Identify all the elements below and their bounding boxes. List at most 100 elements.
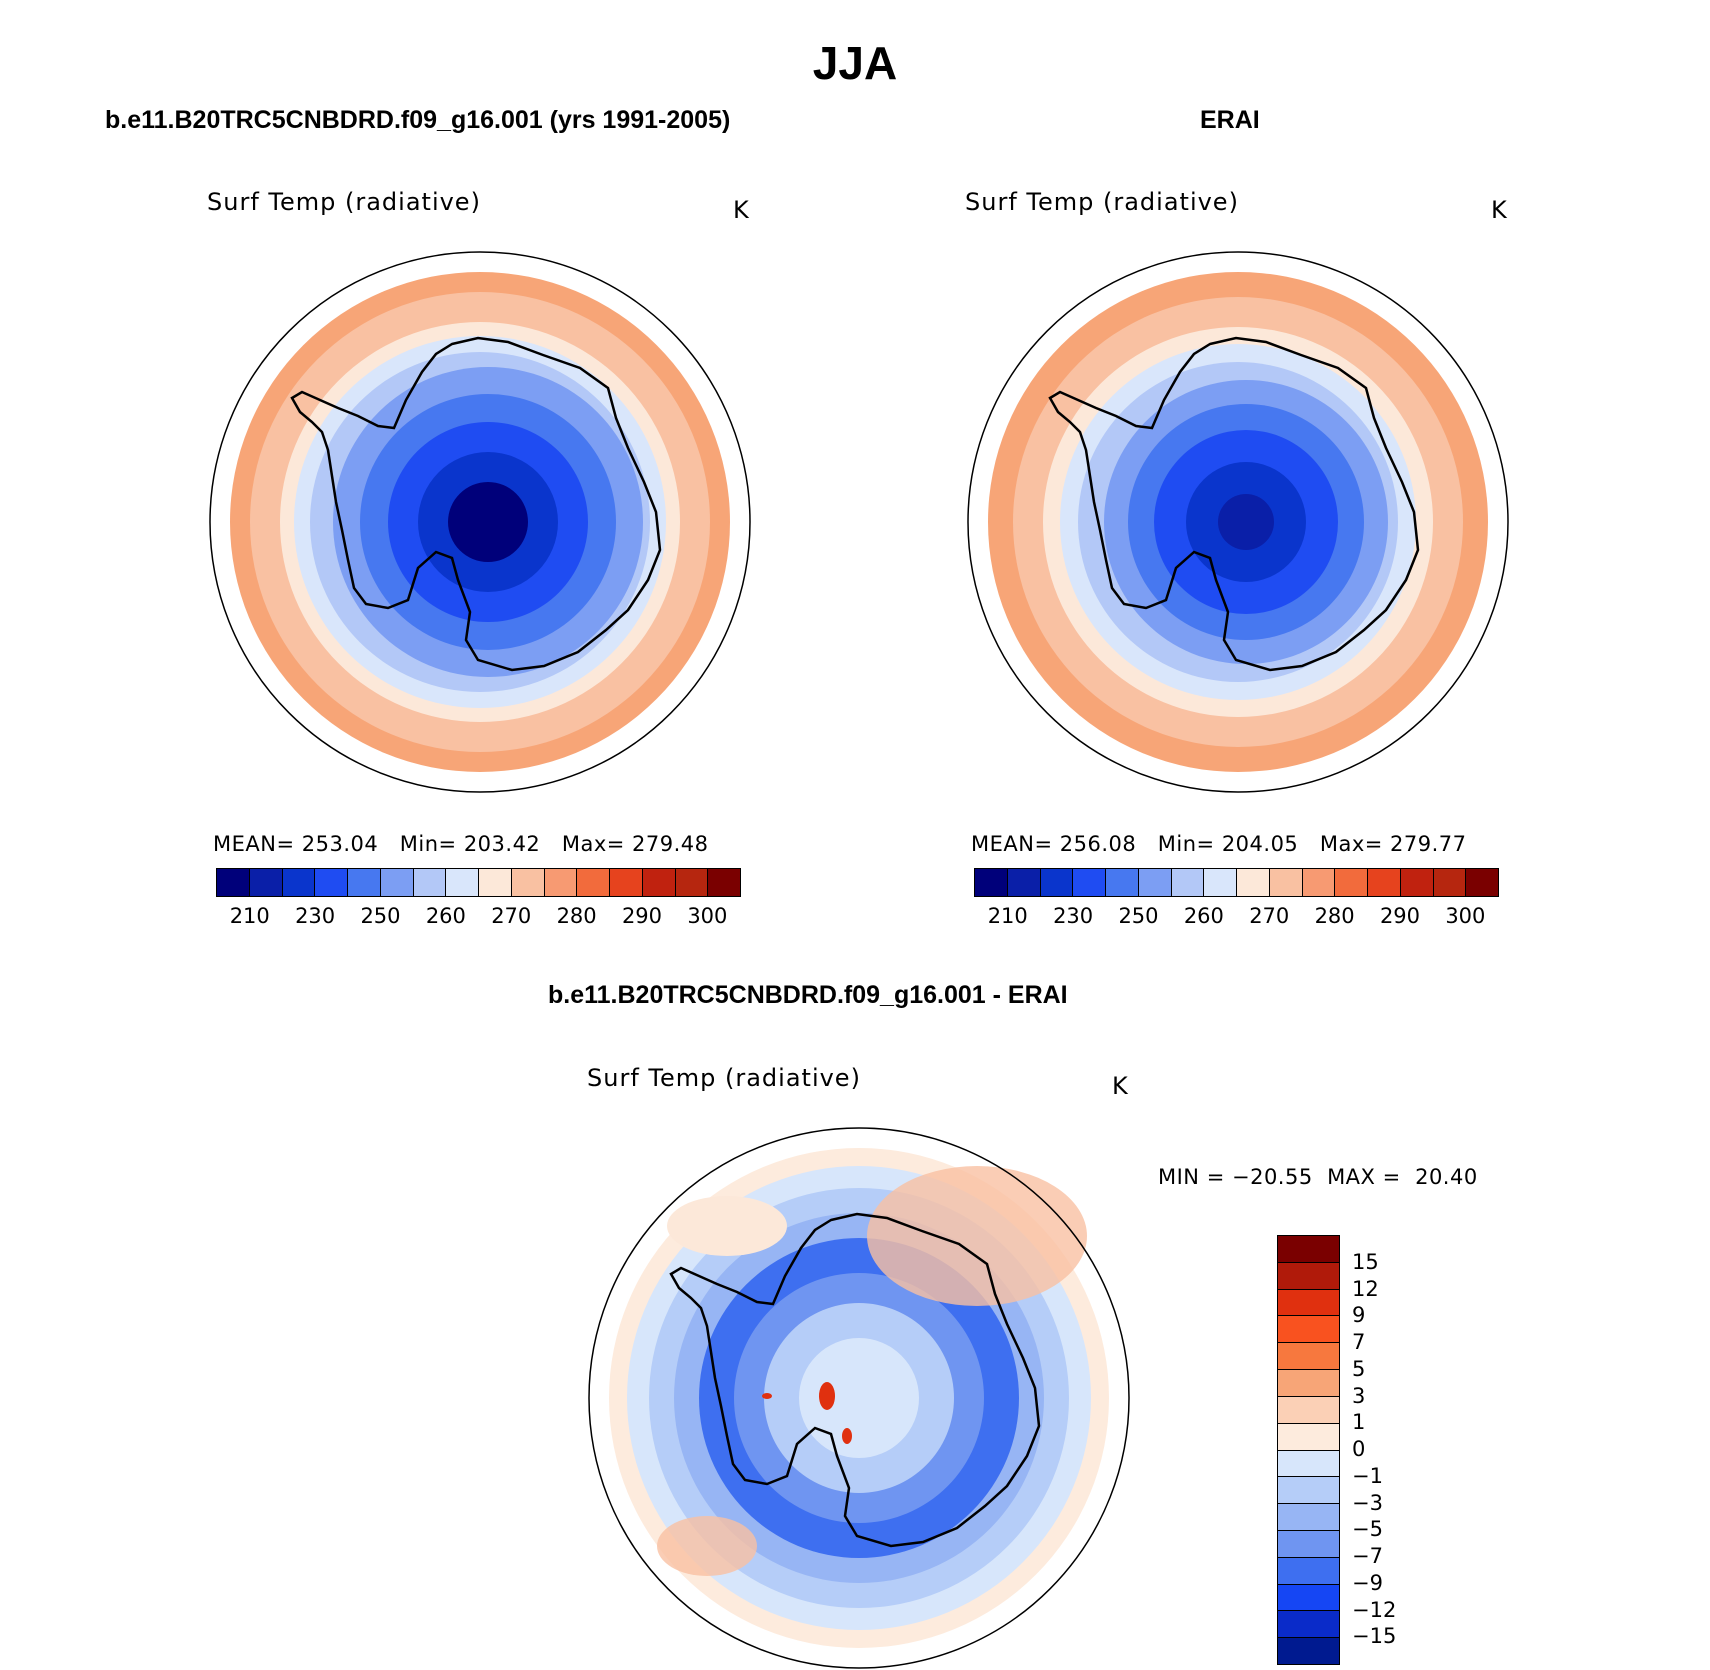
colorbar-box: [1007, 869, 1041, 896]
contour-band: [1218, 494, 1274, 550]
colorbar-tick-label: 230: [1053, 904, 1094, 928]
colorbar-tick-label: 290: [1379, 904, 1421, 928]
colorbar-tick-label: 270: [1249, 904, 1290, 928]
colorbar-tick-label: 270: [491, 904, 532, 928]
mean-label: MEAN=: [971, 832, 1053, 856]
contour-band: [448, 482, 528, 562]
panel-model-colorbar: [216, 868, 741, 897]
antarctica-coastline: [669, 1212, 1041, 1548]
colorbar-box: [1278, 1423, 1339, 1451]
min-value: 203.42: [463, 832, 541, 856]
mean-value: 256.08: [1059, 832, 1137, 856]
colorbar-tick-label: 300: [687, 904, 728, 928]
colorbar-box: [1278, 1316, 1339, 1344]
colorbar-box: [1335, 869, 1368, 896]
colorbar-box: [1278, 1262, 1339, 1290]
mean-value: 253.04: [301, 832, 379, 856]
min-label: Min=: [399, 832, 457, 856]
colorbar-box: [1040, 869, 1074, 896]
colorbar-tick-label: 210: [229, 904, 270, 928]
colorbar-tick-label: 260: [1183, 904, 1224, 928]
colorbar-box: [1278, 1289, 1339, 1317]
panel-diff-variable: Surf Temp (radiative): [587, 1064, 861, 1092]
colorbar-tick-label: 5: [1352, 1356, 1366, 1381]
colorbar-tick-label: 290: [621, 904, 663, 928]
colorbar-tick-label: −9: [1352, 1570, 1383, 1595]
panel-diff-map: [588, 1127, 1130, 1669]
colorbar-box: [1278, 1557, 1339, 1585]
contour-band: [799, 1338, 919, 1458]
max-label: Max=: [1319, 832, 1383, 856]
colorbar-tick-label: −5: [1352, 1517, 1383, 1542]
colorbar-box: [249, 869, 283, 896]
colorbar-box: [1278, 1611, 1339, 1639]
colorbar-tick-label: 280: [556, 904, 597, 928]
min-label: Min=: [1157, 832, 1215, 856]
colorbar-box: [1278, 1370, 1339, 1397]
colorbar-box: [1278, 1236, 1339, 1263]
colorbar-box: [479, 869, 512, 896]
panel-diff-minmax: MIN = −20.55 MAX = 20.40: [1158, 1165, 1478, 1189]
max-value: 20.40: [1415, 1165, 1478, 1189]
max-value: 279.48: [632, 832, 709, 856]
colorbar-box: [1302, 869, 1336, 896]
panel-obs-title: ERAI: [1200, 106, 1260, 134]
colorbar-tick-label: 15: [1352, 1249, 1379, 1274]
colorbar-box: [577, 869, 610, 896]
colorbar-box: [1278, 1396, 1339, 1424]
colorbar-box: [1204, 869, 1237, 896]
panel-diff-units: K: [1112, 1072, 1128, 1100]
min-label: MIN =: [1158, 1165, 1225, 1189]
colorbar-box: [610, 869, 643, 896]
panel-model-variable: Surf Temp (radiative): [207, 188, 481, 216]
colorbar-box: [282, 869, 316, 896]
panel-model-map: [209, 251, 751, 793]
colorbar-box: [675, 869, 709, 896]
colorbar-box: [1278, 1343, 1339, 1371]
panel-obs-units: K: [1491, 196, 1507, 224]
colorbar-box: [1466, 869, 1498, 896]
colorbar-tick-label: −12: [1352, 1597, 1397, 1622]
panel-diff-colorbar: [1277, 1235, 1340, 1665]
colorbar-tick-label: 7: [1352, 1330, 1366, 1354]
colorbar-box: [1138, 869, 1172, 896]
min-value: −20.55: [1231, 1165, 1313, 1189]
colorbar-box: [1278, 1584, 1339, 1612]
colorbar-tick-label: 230: [295, 904, 336, 928]
max-label: Max=: [561, 832, 625, 856]
colorbar-box: [975, 869, 1008, 896]
colorbar-box: [1278, 1530, 1339, 1558]
colorbar-tick-label: 210: [987, 904, 1028, 928]
colorbar-tick-label: 1: [1352, 1410, 1366, 1435]
colorbar-tick-label: 9: [1352, 1303, 1366, 1328]
colorbar-box: [1400, 869, 1434, 896]
colorbar-tick-label: −7: [1352, 1544, 1383, 1568]
colorbar-box: [315, 869, 348, 896]
panel-model-units: K: [733, 196, 749, 224]
colorbar-box: [1278, 1504, 1339, 1531]
colorbar-box: [1278, 1450, 1339, 1478]
colorbar-box: [511, 869, 545, 896]
colorbar-box: [1106, 869, 1139, 896]
colorbar-tick-label: 300: [1445, 904, 1486, 928]
panel-obs-colorbar: [974, 868, 1499, 897]
panel-model-stats: MEAN= 253.04 Min= 203.42 Max= 279.48: [213, 832, 709, 856]
max-label: MAX =: [1327, 1165, 1401, 1189]
colorbar-box: [380, 869, 414, 896]
min-value: 204.05: [1221, 832, 1299, 856]
colorbar-box: [413, 869, 447, 896]
colorbar-box: [1269, 869, 1303, 896]
colorbar-box: [1368, 869, 1401, 896]
colorbar-tick-label: −1: [1352, 1463, 1383, 1488]
colorbar-box: [1237, 869, 1270, 896]
mean-label: MEAN=: [213, 832, 295, 856]
colorbar-tick-label: 280: [1314, 904, 1355, 928]
colorbar-box: [1433, 869, 1467, 896]
antarctica-coastline: [290, 336, 662, 672]
colorbar-tick-label: 250: [360, 904, 401, 928]
colorbar-box: [446, 869, 479, 896]
colorbar-box: [348, 869, 381, 896]
colorbar-box: [1171, 869, 1205, 896]
colorbar-box: [642, 869, 676, 896]
colorbar-box: [217, 869, 250, 896]
